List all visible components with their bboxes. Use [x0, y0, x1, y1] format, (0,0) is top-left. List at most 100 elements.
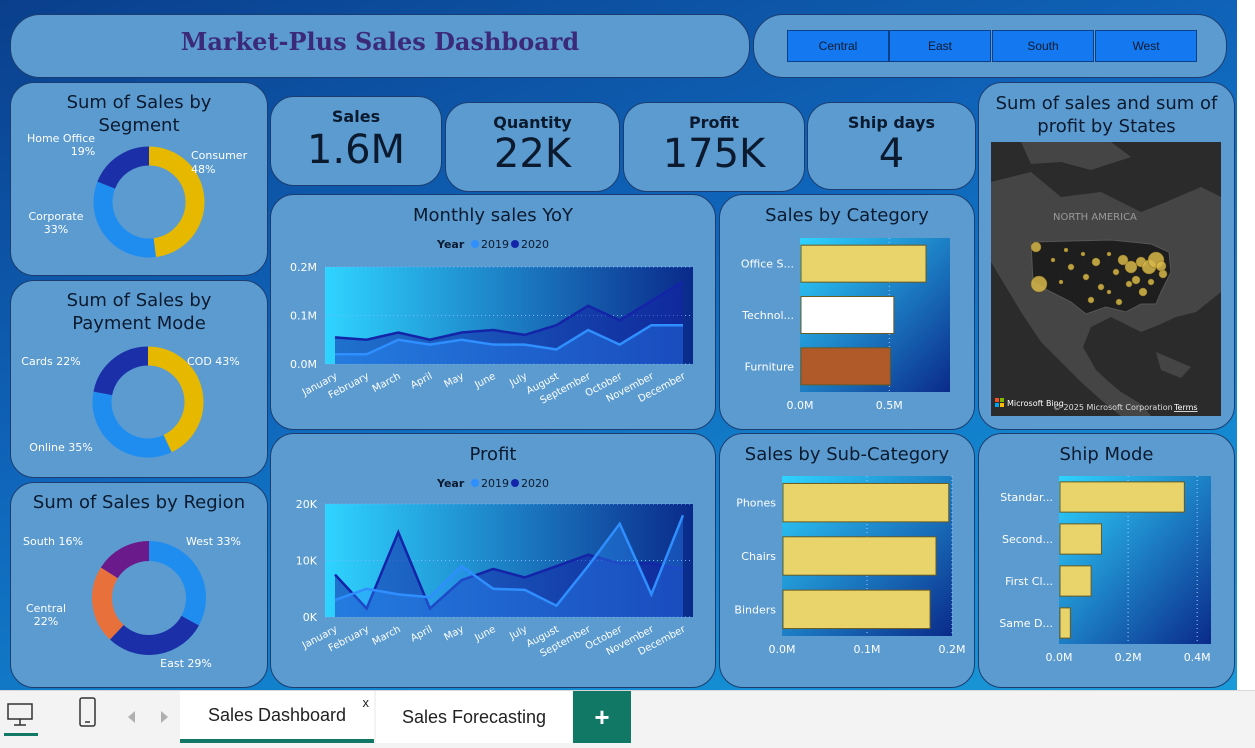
kpi-card-profit[interactable]: Profit 175K	[623, 102, 805, 192]
kpi-card-ship-days[interactable]: Ship days 4	[807, 102, 976, 190]
slice-label: West 33%	[186, 535, 241, 548]
state-bubble	[1058, 279, 1064, 285]
region-label: NORTH AMERICA	[1053, 212, 1137, 223]
state-bubble	[1117, 254, 1129, 266]
map-terms-link[interactable]: Terms	[1173, 403, 1198, 412]
tab-sales-forecasting[interactable]: Sales Forecasting	[376, 691, 572, 743]
page-tab-bar: Sales Dashboard x Sales Forecasting +	[0, 690, 1255, 748]
tab-label: Sales Forecasting	[401, 706, 547, 727]
segment-donut-card[interactable]: Sum of Sales by Segment Consumer 48% Corpo…	[10, 82, 268, 276]
tab-label: Sales Dashboard	[207, 704, 347, 725]
donut-slice-east	[109, 615, 199, 655]
slicer-option-central[interactable]: Central	[787, 30, 889, 62]
legend-title: Year	[436, 238, 465, 251]
series-line-2019	[334, 514, 685, 608]
kpi-card-quantity[interactable]: Quantity 22K	[445, 102, 620, 192]
add-page-button[interactable]: +	[573, 691, 631, 743]
y-tick-label: 0K	[303, 611, 318, 624]
chart-title: Ship Mode	[1059, 444, 1154, 465]
x-tick-label: 0.5M	[876, 399, 903, 412]
chart-title: Sum of Sales by Segment	[66, 92, 212, 136]
previous-page-icon[interactable]	[126, 710, 138, 724]
x-tick-label: May	[443, 371, 466, 390]
tab-sales-dashboard[interactable]: Sales Dashboard x	[180, 691, 374, 743]
legend-marker-2020	[511, 240, 519, 248]
series-line-2019	[335, 323, 683, 356]
bar-second	[1059, 523, 1102, 555]
state-bubble	[1106, 289, 1112, 295]
state-bubble	[1030, 275, 1048, 293]
category-bar-chart: 0.0M 0.5M Office S... Technol... Furniture	[741, 238, 950, 412]
slice-label: Home Office	[27, 132, 95, 145]
slicer-option-south[interactable]: South	[992, 30, 1094, 62]
y-category-label: Furniture	[745, 360, 795, 373]
y-category-label: Standar...	[1000, 491, 1053, 504]
bar-binders	[782, 589, 931, 630]
x-tick-label: 0.2M	[1115, 651, 1142, 664]
dashboard-title: Market-Plus Sales Dashboard	[180, 27, 580, 56]
donut-slice-south	[100, 541, 150, 579]
state-bubble	[1030, 241, 1042, 253]
desktop-view-indicator	[4, 733, 38, 736]
state-bubble	[1125, 280, 1133, 288]
x-tick-label: 0.0M	[1046, 651, 1073, 664]
x-tick-label: 0.2M	[939, 643, 966, 656]
kpi-card-sales[interactable]: Sales 1.6M	[270, 96, 442, 186]
slice-percent: 48%	[191, 163, 215, 176]
slice-label: Central	[26, 602, 66, 615]
slice-label: Corporate	[29, 210, 84, 223]
legend-label-2019: 2019	[481, 238, 509, 251]
category-card[interactable]: Sales by Category 0.0M 0.5M Office S... Tec…	[719, 194, 975, 430]
desktop-view-icon[interactable]	[6, 701, 36, 731]
legend-marker-2020	[511, 479, 519, 487]
legend-title: Year	[436, 477, 465, 490]
state-bubble	[1067, 263, 1075, 271]
slicer-option-east[interactable]: East	[889, 30, 991, 62]
states-bubble-map[interactable]: NORTH AMERICA Microsoft Bing © 2025 Micr…	[991, 142, 1221, 416]
kpi-value: 1.6M	[306, 127, 406, 173]
state-bubble	[1147, 278, 1155, 286]
x-tick-label: April	[409, 371, 434, 391]
y-tick-label: 0.2M	[290, 261, 317, 274]
shipmode-card[interactable]: Ship Mode 0.0M 0.2M 0.4M Standar... Second..…	[978, 433, 1235, 688]
subcategory-card[interactable]: Sales by Sub-Category 0.0M 0.1M 0.2M Phones…	[719, 433, 975, 688]
bar-phones	[782, 482, 950, 523]
x-tick-label: 0.1M	[854, 643, 881, 656]
bar-samed	[1059, 607, 1071, 639]
y-tick-label: 20K	[296, 498, 318, 511]
y-category-label: Binders	[734, 603, 776, 616]
close-tab-icon[interactable]: x	[362, 695, 370, 710]
kpi-value: 175K	[662, 131, 766, 177]
slice-label: Cards 22%	[21, 355, 80, 368]
map-card[interactable]: Sum of sales and sum of profit by States…	[978, 82, 1235, 430]
payment-donut-chart: COD 43% Online 35% Cards 22%	[21, 346, 240, 458]
donut-slice-corporate	[93, 181, 156, 258]
slice-percent: 22%	[34, 615, 58, 628]
payment-donut-card[interactable]: Sum of Sales by Payment Mode COD 43% Onli…	[10, 280, 268, 478]
monthly-sales-card[interactable]: Monthly sales YoY 0.0M 0.1M 0.2M January Feb…	[270, 194, 716, 430]
y-tick-label: 10K	[296, 555, 318, 568]
y-tick-label: 0.1M	[290, 310, 317, 323]
donut-slice-home-office	[97, 146, 150, 190]
shipmode-bar-chart: 0.0M 0.2M 0.4M Standar... Second... First Cl.…	[999, 476, 1211, 664]
slicer-option-west[interactable]: West	[1095, 30, 1197, 62]
legend-marker-2019	[471, 479, 479, 487]
y-category-label: Office S...	[741, 258, 794, 271]
next-page-icon[interactable]	[158, 710, 170, 724]
donut-slice-online	[92, 391, 172, 458]
donut-slice-west	[148, 541, 206, 626]
kpi-value: 22K	[493, 131, 572, 177]
region-donut-card[interactable]: Sum of Sales by Region West 33% East 29% C…	[10, 482, 268, 688]
mobile-view-icon[interactable]	[78, 697, 98, 729]
chart-title: Sum of Sales by Region	[32, 492, 246, 513]
state-bubble	[1112, 268, 1120, 276]
chart-title: Profit	[469, 444, 517, 465]
profit-card[interactable]: Profit 0K 10K 20K January February March April…	[270, 433, 716, 688]
state-bubble	[1155, 260, 1167, 272]
state-bubble	[1124, 260, 1138, 274]
kpi-label: Sales	[331, 107, 381, 126]
slice-percent: 19%	[71, 145, 95, 158]
region-slicer: Central East South West	[753, 14, 1227, 78]
